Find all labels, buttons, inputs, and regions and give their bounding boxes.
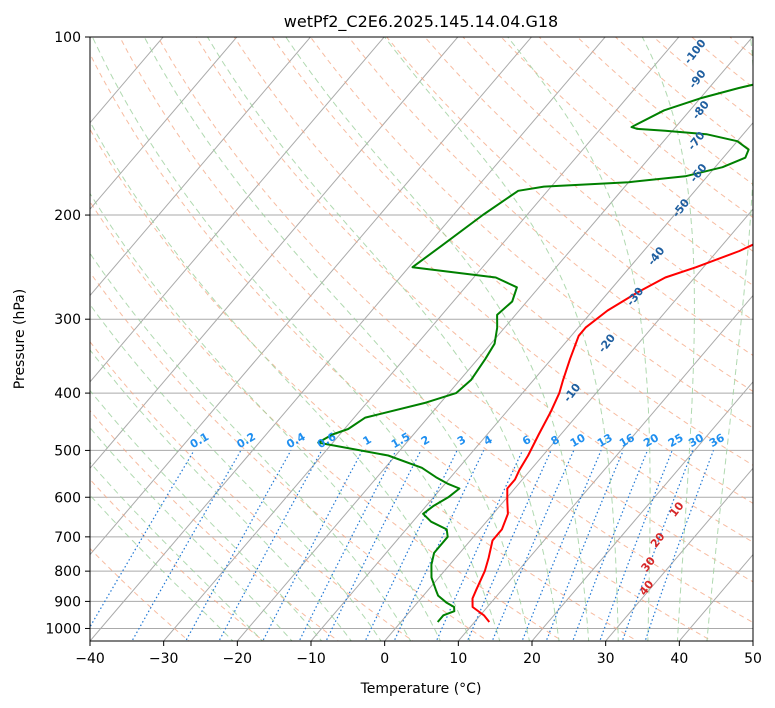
plot-area: -100-90-80-70-60-50-40-30-20-10010203040…	[90, 37, 753, 641]
dry-adiabat-line	[233, 37, 753, 504]
moist-adiabat-line	[90, 303, 382, 641]
isotherm-line	[605, 467, 753, 641]
x-tick-label: 30	[597, 651, 615, 667]
y-tick-label: 700	[54, 530, 81, 546]
plot-frame	[89, 36, 754, 642]
dry-adiabat-line	[424, 37, 753, 321]
x-tick-label: 0	[380, 651, 389, 667]
moist-adiabat-line	[90, 389, 323, 641]
isotherm-line	[90, 37, 385, 383]
dry-adiabat-line	[119, 37, 753, 624]
mixing-ratio-line	[572, 450, 649, 641]
isotherm-line	[90, 37, 164, 124]
mixing-ratio-line	[218, 450, 323, 641]
x-tick-label: 50	[744, 651, 762, 667]
y-axis-title: Pressure (hPa)	[12, 289, 28, 389]
moist-adiabat-line	[384, 37, 619, 641]
mixing-ratio-line	[545, 450, 624, 641]
moist-adiabat-line	[91, 37, 501, 641]
y-tick-label: 800	[54, 564, 81, 580]
x-tick-label: −10	[296, 651, 326, 667]
y-tick-label: 300	[54, 312, 81, 328]
dry-adiabat-line	[309, 37, 753, 429]
mixing-ratio-line	[621, 450, 694, 641]
y-tick-label: 400	[54, 386, 81, 402]
y-tick-label: 500	[54, 443, 81, 459]
isotherm-line	[163, 37, 680, 641]
mixing-ratio-line	[599, 450, 673, 641]
moist-adiabat-line	[706, 37, 753, 641]
dry-adiabat-line	[90, 341, 414, 641]
moist-adiabat-line	[90, 252, 412, 641]
pressure-gridlines	[90, 37, 753, 629]
y-tick-label: 200	[54, 208, 81, 224]
x-tick-label: −40	[75, 651, 105, 667]
dry-adiabat-line	[157, 37, 753, 583]
sounding-profiles	[317, 83, 753, 623]
chart-title: wetPf2_C2E6.2025.145.14.04.G18	[284, 12, 558, 32]
moist-adiabat-line	[90, 426, 293, 641]
dry-adiabat-line	[195, 37, 753, 543]
dewpoint-profile	[317, 83, 753, 623]
dry-adiabats	[90, 37, 753, 641]
moist-adiabat-line	[207, 37, 560, 641]
moist-adiabat-line	[285, 37, 590, 641]
x-tick-label: 10	[449, 651, 467, 667]
isotherm-line	[310, 121, 753, 641]
moist-adiabat-line	[90, 192, 441, 641]
isotherm-line	[90, 37, 533, 556]
x-tick-label: 40	[670, 651, 688, 667]
mixing-ratio-lines	[90, 450, 715, 641]
dry-adiabat-line	[90, 271, 489, 641]
isotherm-line	[90, 37, 606, 641]
dry-adiabat-line	[90, 478, 265, 641]
isotherm-line	[531, 381, 753, 641]
x-axis-title: Temperature (°C)	[360, 681, 482, 697]
mixing-ratio-line	[364, 450, 458, 641]
y-axis-ticks: 100 200 300 400 500 600 700 800 900 1000	[45, 30, 90, 637]
mixing-ratio-line	[491, 450, 575, 641]
x-tick-label: −20	[223, 651, 253, 667]
x-tick-label: −30	[149, 651, 179, 667]
dry-adiabat-line	[386, 37, 753, 357]
dry-adiabat-line	[90, 52, 713, 641]
moist-adiabat-line	[90, 349, 352, 641]
y-tick-label: 900	[54, 594, 81, 610]
y-tick-label: 100	[54, 30, 81, 46]
isotherm-line	[90, 37, 459, 470]
mixing-ratio-line	[393, 450, 485, 641]
moist-adiabat-line	[641, 37, 695, 641]
moist-adiabat-line	[90, 120, 471, 641]
mixing-ratio-line	[90, 450, 195, 629]
x-axis-ticks: −40 −30 −20 −10 0 10 20 30 40 50	[75, 641, 762, 667]
moist-adiabat-line	[143, 37, 530, 641]
y-tick-label: 1000	[45, 621, 81, 637]
mixing-ratio-line	[298, 450, 397, 641]
mixing-ratio-line	[262, 450, 363, 641]
mixing-ratio-line	[644, 450, 715, 641]
dry-adiabat-line	[90, 547, 190, 641]
skewed-isotherms	[90, 37, 753, 641]
moist-adiabat-line	[507, 37, 651, 641]
dry-adiabat-line	[90, 128, 639, 641]
moist-adiabats	[90, 37, 753, 641]
isotherm-line	[384, 208, 753, 641]
mixing-ratio-line	[521, 450, 602, 641]
isotherm-line	[90, 37, 312, 297]
isotherm-line	[236, 37, 753, 641]
temperature-profile	[471, 243, 753, 623]
x-tick-label: 20	[523, 651, 541, 667]
isotherm-line	[90, 37, 238, 210]
y-tick-label: 600	[54, 490, 81, 506]
